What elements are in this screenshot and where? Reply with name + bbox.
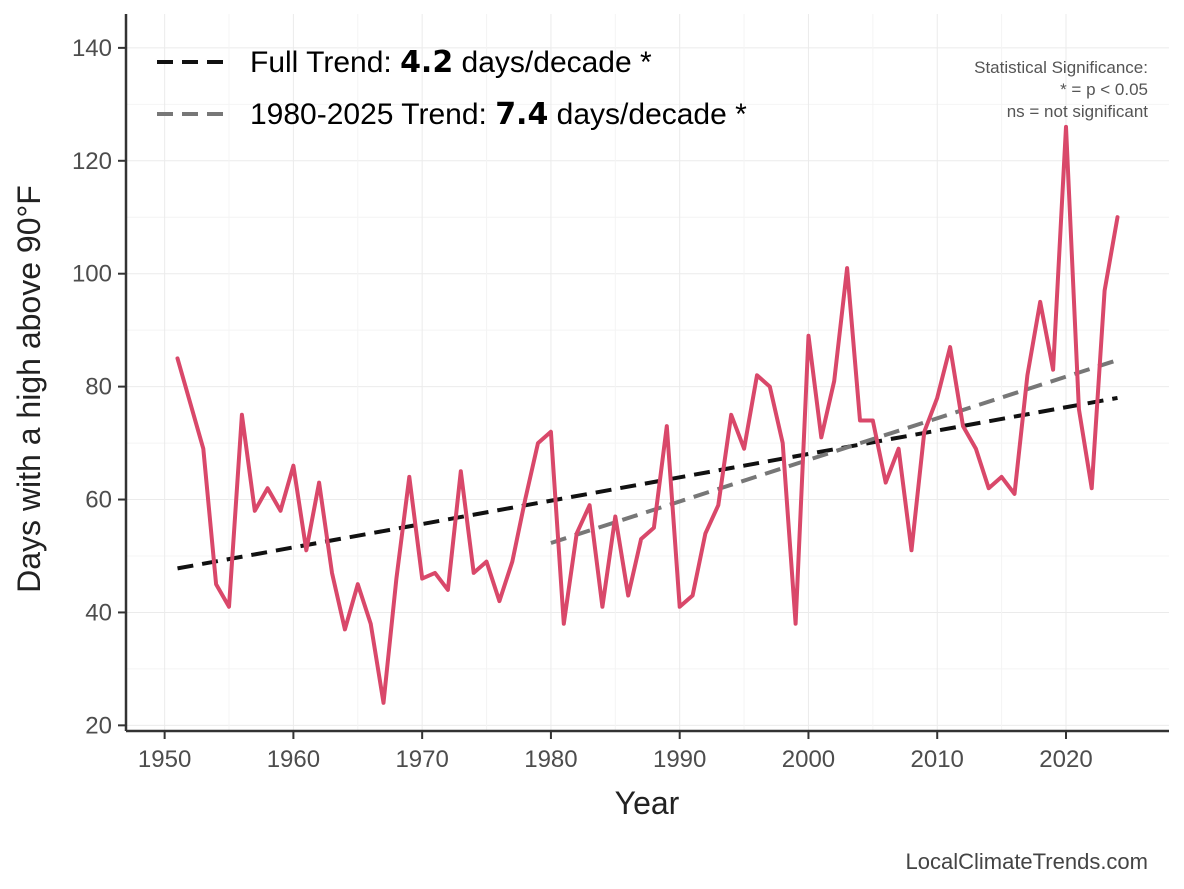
x-tick-label: 2020 (1039, 746, 1092, 773)
series-lines (175, 124, 1120, 705)
days-above-90f-series-line (175, 124, 1120, 705)
source-credit: LocalClimateTrends.com (906, 849, 1149, 874)
y-tick-label: 100 (72, 261, 112, 288)
y-tick-label: 60 (85, 487, 112, 514)
x-tick-label: 2010 (911, 746, 964, 773)
legend-recent-trend-prefix: 1980-2025 Trend: (250, 98, 495, 131)
x-tick-label: 1990 (653, 746, 706, 773)
full-trend-line (177, 395, 1118, 571)
y-tick-label: 20 (85, 712, 112, 739)
y-axis-title: Days with a high above 90°F (11, 185, 47, 593)
legend-label-recent-trend: 1980-2025 Trend: 7.4 days/decade * (250, 97, 747, 132)
significance-annotation: Statistical Significance: * = p < 0.05 n… (974, 58, 1148, 121)
legend-full-trend-value: 4.2 (400, 45, 453, 80)
x-tick-label: 1950 (138, 746, 191, 773)
trend-lines (177, 358, 1119, 571)
legend-recent-trend-suffix: days/decade * (548, 98, 747, 131)
x-tick-label: 2000 (782, 746, 835, 773)
significance-ns: ns = not significant (1007, 102, 1149, 121)
significance-p-value: * = p < 0.05 (1060, 80, 1148, 99)
legend-recent-trend-value: 7.4 (495, 97, 548, 132)
legend: Full Trend: 4.2 days/decade * 1980-2025 … (157, 45, 747, 132)
y-ticks: 20 40 60 80 100 120 140 (72, 35, 126, 739)
x-tick-label: 1970 (395, 746, 448, 773)
x-ticks: 1950 1960 1970 1980 1990 2000 2010 2020 (138, 731, 1093, 773)
significance-title: Statistical Significance: (974, 58, 1148, 77)
x-axis-title: Year (615, 785, 680, 821)
legend-full-trend-suffix: days/decade * (453, 46, 652, 79)
legend-label-full-trend: Full Trend: 4.2 days/decade * (250, 45, 652, 80)
grid (126, 14, 1169, 731)
y-tick-label: 80 (85, 374, 112, 401)
y-tick-label: 40 (85, 599, 112, 626)
y-tick-label: 140 (72, 35, 112, 62)
y-tick-label: 120 (72, 148, 112, 175)
legend-full-trend-prefix: Full Trend: (250, 46, 400, 79)
x-tick-label: 1980 (524, 746, 577, 773)
x-tick-label: 1960 (267, 746, 320, 773)
